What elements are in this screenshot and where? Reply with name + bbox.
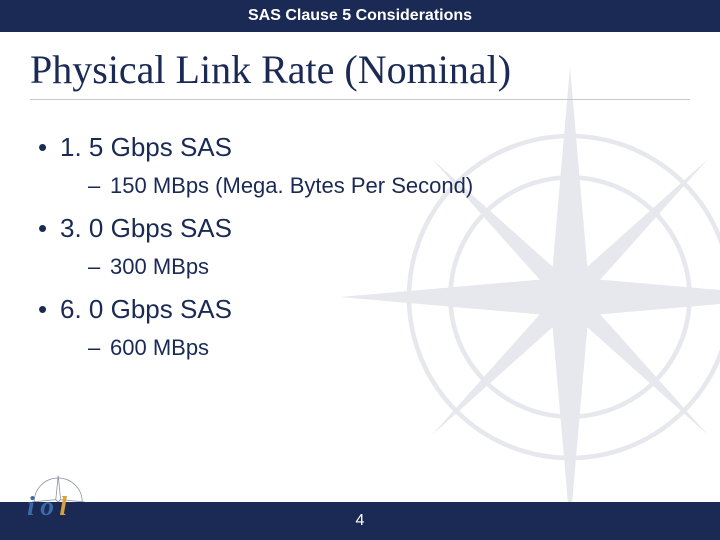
iol-logo-icon: i o l xyxy=(14,472,88,532)
bullet-dot-icon: • xyxy=(38,132,60,163)
content-area: • 1. 5 Gbps SAS – 150 MBps (Mega. Bytes … xyxy=(38,128,680,375)
page-number: 4 xyxy=(356,512,365,530)
bullet-lvl1: • 3. 0 Gbps SAS xyxy=(38,213,680,244)
svg-text:l: l xyxy=(59,490,67,521)
bullet-lvl1: • 6. 0 Gbps SAS xyxy=(38,294,680,325)
bullet-dot-icon: • xyxy=(38,213,60,244)
slide: SAS Clause 5 Considerations Physical Lin… xyxy=(0,0,720,540)
page-title: Physical Link Rate (Nominal) xyxy=(30,46,690,100)
bullet-lvl1: • 1. 5 Gbps SAS xyxy=(38,132,680,163)
subbullet-text: 150 MBps (Mega. Bytes Per Second) xyxy=(110,173,473,199)
bullet-lvl2: – 300 MBps xyxy=(88,254,680,280)
bullet-lvl2: – 600 MBps xyxy=(88,335,680,361)
dash-icon: – xyxy=(88,254,110,280)
dash-icon: – xyxy=(88,335,110,361)
header-bar: SAS Clause 5 Considerations xyxy=(0,0,720,32)
subbullet-text: 600 MBps xyxy=(110,335,209,361)
footer-bar: 4 xyxy=(0,502,720,540)
svg-text:i: i xyxy=(27,490,35,521)
bullet-text: 6. 0 Gbps SAS xyxy=(60,294,232,325)
subbullet-text: 300 MBps xyxy=(110,254,209,280)
header-text: SAS Clause 5 Considerations xyxy=(248,7,472,25)
dash-icon: – xyxy=(88,173,110,199)
bullet-text: 1. 5 Gbps SAS xyxy=(60,132,232,163)
svg-text:o: o xyxy=(40,490,54,521)
bullet-lvl2: – 150 MBps (Mega. Bytes Per Second) xyxy=(88,173,680,199)
bullet-text: 3. 0 Gbps SAS xyxy=(60,213,232,244)
bullet-dot-icon: • xyxy=(38,294,60,325)
